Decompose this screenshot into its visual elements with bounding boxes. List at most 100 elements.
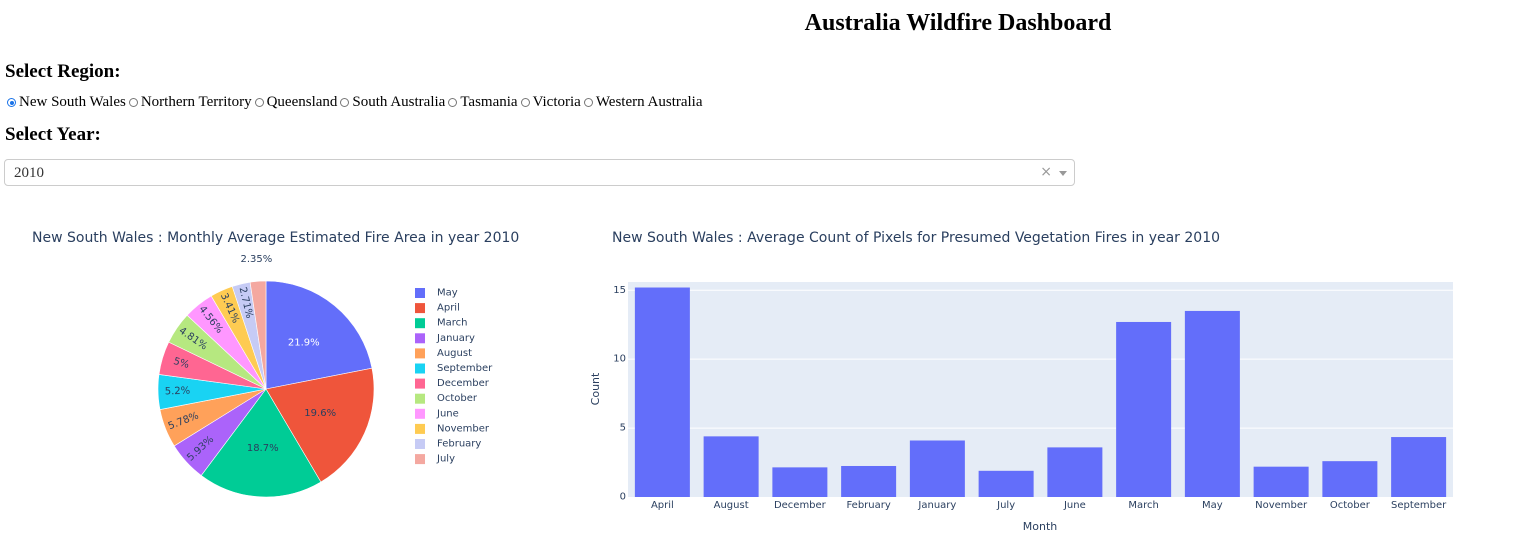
legend-label: August xyxy=(437,348,472,359)
bar-january[interactable] xyxy=(909,440,965,497)
x-tick-label: January xyxy=(917,500,956,511)
region-radio-option[interactable]: Northern Territory xyxy=(128,94,252,111)
region-radio-label: Tasmania xyxy=(460,94,518,110)
legend-swatch[interactable] xyxy=(415,408,425,419)
bar-x-axis-title: Month xyxy=(1023,520,1058,533)
legend-swatch[interactable] xyxy=(415,393,425,404)
x-tick-label: June xyxy=(1063,500,1086,511)
x-tick-label: August xyxy=(714,500,749,511)
radio-icon[interactable] xyxy=(448,98,458,107)
legend-label: January xyxy=(436,333,475,344)
legend-swatch[interactable] xyxy=(415,333,425,344)
year-dropdown[interactable]: 2010 × xyxy=(4,159,1075,186)
region-radio-label: New South Wales xyxy=(19,94,126,110)
radio-icon[interactable] xyxy=(583,98,593,107)
x-tick-label: February xyxy=(846,500,890,511)
y-tick-label: 0 xyxy=(620,492,626,503)
bar-april[interactable] xyxy=(634,287,690,497)
bar-december[interactable] xyxy=(772,467,828,497)
radio-icon[interactable] xyxy=(520,98,530,107)
region-radio-label: Victoria xyxy=(532,94,581,110)
clear-icon[interactable]: × xyxy=(1040,164,1052,180)
pie-slice-may[interactable] xyxy=(265,280,373,390)
legend-swatch[interactable] xyxy=(415,378,425,389)
bar-y-ticks: 0 5 10 15 xyxy=(613,285,626,503)
legend-swatch[interactable] xyxy=(415,363,425,374)
legend-swatch[interactable] xyxy=(415,303,425,314)
bar-chart-bars xyxy=(634,287,1447,497)
legend-label: March xyxy=(437,318,467,329)
x-tick-label: July xyxy=(996,500,1015,511)
legend-label: November xyxy=(437,423,490,434)
x-tick-label: March xyxy=(1128,500,1158,511)
radio-icon[interactable] xyxy=(128,98,138,107)
pie-slice-april[interactable] xyxy=(265,367,375,483)
legend-label: May xyxy=(437,288,458,299)
pie-chart xyxy=(157,280,375,498)
legend-label: September xyxy=(437,363,493,374)
region-radio-option[interactable]: South Australia xyxy=(340,94,445,111)
pie-value-label: 5.2% xyxy=(165,386,191,398)
y-tick-label: 5 xyxy=(620,423,626,434)
y-tick-label: 10 xyxy=(613,354,626,365)
radio-icon[interactable] xyxy=(7,98,16,107)
radio-icon[interactable] xyxy=(254,98,264,107)
legend-swatch[interactable] xyxy=(415,288,425,298)
year-label: Select Year: xyxy=(5,124,101,145)
pie-value-label: 18.7% xyxy=(247,443,279,454)
bar-plot-area xyxy=(628,282,1453,497)
region-radio-option[interactable]: Queensland xyxy=(254,94,338,111)
region-radio-option[interactable]: Tasmania xyxy=(448,94,518,111)
y-tick-label: 15 xyxy=(613,285,626,296)
pie-value-label: 5% xyxy=(172,356,190,371)
bar-november[interactable] xyxy=(1253,466,1309,497)
bar-october[interactable] xyxy=(1322,461,1378,497)
bar-x-ticks: April August December February January July Ju… xyxy=(651,500,1447,511)
legend-swatch[interactable] xyxy=(415,439,425,449)
legend-label: April xyxy=(437,303,460,314)
x-tick-label: November xyxy=(1255,500,1308,511)
radio-icon[interactable] xyxy=(340,98,350,107)
pie-value-label: 2.35% xyxy=(241,254,273,265)
legend-label: October xyxy=(437,393,478,404)
bar-may[interactable] xyxy=(1184,310,1240,497)
bar-gridlines xyxy=(628,289,1453,429)
legend-label: December xyxy=(437,378,490,389)
bar-february[interactable] xyxy=(841,465,897,497)
region-radio-group: New South Wales Northern Territory Queensl… xyxy=(7,94,706,112)
region-radio-option[interactable]: Victoria xyxy=(520,94,581,111)
legend-swatch[interactable] xyxy=(415,454,425,465)
page-title: Australia Wildfire Dashboard xyxy=(804,10,1112,36)
x-tick-label: October xyxy=(1330,500,1371,511)
region-radio-label: South Australia xyxy=(352,94,446,110)
legend-label: July xyxy=(436,454,455,465)
region-radio-label: Northern Territory xyxy=(140,94,252,110)
bar-july[interactable] xyxy=(978,470,1034,497)
pie-value-label: 21.9% xyxy=(288,338,320,349)
legend-swatch[interactable] xyxy=(415,348,425,359)
bar-march[interactable] xyxy=(1116,321,1172,497)
x-tick-label: May xyxy=(1202,500,1223,511)
pie-legend: May April March January August September Decem… xyxy=(415,288,493,465)
region-radio-option[interactable]: Western Australia xyxy=(583,94,703,111)
bar-september[interactable] xyxy=(1391,437,1447,497)
bar-y-axis-title: Count xyxy=(589,372,602,405)
x-tick-label: December xyxy=(774,500,827,511)
pie-slice-july[interactable] xyxy=(249,280,267,390)
region-radio-label: Queensland xyxy=(266,94,338,110)
legend-label: June xyxy=(436,408,459,419)
pie-chart-title: New South Wales : Monthly Average Estima… xyxy=(32,230,519,246)
bar-august[interactable] xyxy=(703,436,759,497)
legend-swatch[interactable] xyxy=(415,423,425,434)
x-tick-label: September xyxy=(1391,500,1447,511)
bar-chart-title: New South Wales : Average Count of Pixel… xyxy=(612,230,1220,246)
region-radio-option[interactable]: New South Wales xyxy=(7,94,126,111)
pie-slice-march[interactable] xyxy=(200,388,322,498)
region-radio-label: Western Australia xyxy=(595,94,703,110)
region-label: Select Region: xyxy=(5,61,121,82)
chevron-down-icon[interactable] xyxy=(1059,171,1067,176)
year-dropdown-value: 2010 xyxy=(14,165,44,181)
bar-june[interactable] xyxy=(1047,447,1103,497)
legend-swatch[interactable] xyxy=(415,318,425,329)
